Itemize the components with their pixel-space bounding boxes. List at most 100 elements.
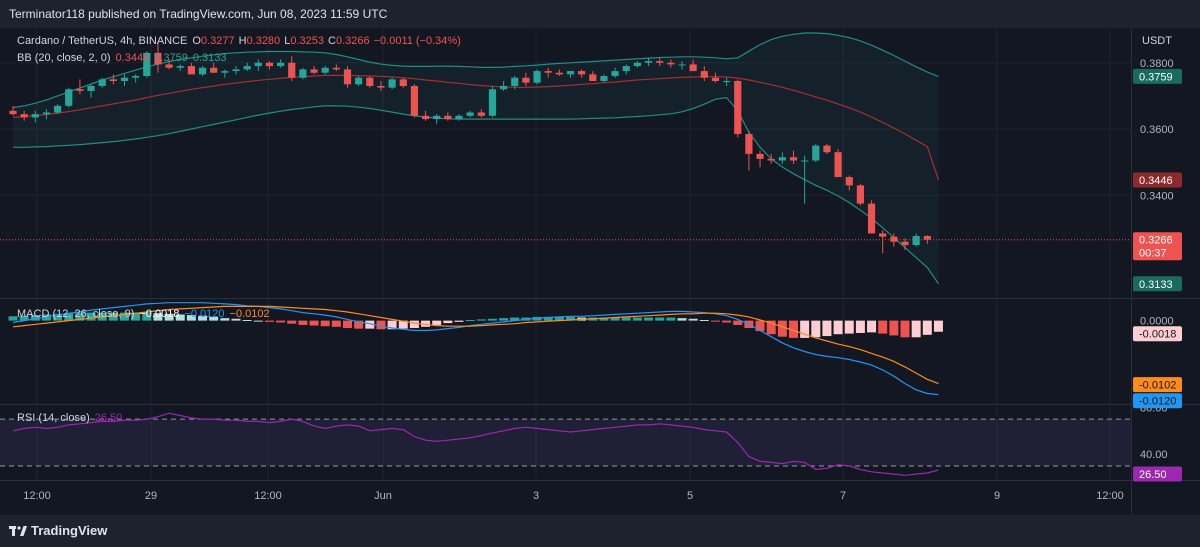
signal-line-badge-text: -0.0102 [1139,380,1176,392]
candle-body[interactable] [355,77,363,85]
candle-body[interactable] [789,157,798,161]
candle-body[interactable] [210,67,218,73]
candle-body[interactable] [734,81,742,135]
macd-hist-bar [911,320,921,338]
candle-body[interactable] [834,152,842,178]
candle-body[interactable] [801,160,809,162]
chart-svg[interactable]: Cardano / TetherUS, 4h, BINANCE O0.3277 H0… [0,28,1200,515]
candle-body[interactable] [377,85,385,88]
candle-body[interactable] [232,69,240,72]
candle-body[interactable] [54,105,62,113]
publisher-line: Terminator118 published on TradingView.c… [9,7,388,21]
candle-body[interactable] [143,52,151,77]
candle-body[interactable] [366,77,374,86]
candle-body[interactable] [656,61,664,63]
candle-body[interactable] [644,61,653,63]
candle-body[interactable] [9,110,17,115]
candle-body[interactable] [678,64,686,66]
candle-body[interactable] [120,77,129,82]
candle-body[interactable] [154,52,162,65]
candle-body[interactable] [65,89,73,106]
candle-body[interactable] [488,89,497,116]
candle-body[interactable] [265,62,274,67]
macd-hist-bar [8,316,18,321]
candle-body[interactable] [254,62,262,67]
chart-area[interactable]: Cardano / TetherUS, 4h, BINANCE O0.3277 H0… [0,28,1200,515]
candle-body[interactable] [187,66,195,75]
candle-body[interactable] [399,79,407,86]
candle-body[interactable] [522,77,530,83]
macd-hist-bar [889,320,899,336]
candle-body[interactable] [566,71,575,75]
candle-body[interactable] [277,62,285,67]
candle-body[interactable] [912,236,920,245]
candle-body[interactable] [76,89,84,91]
macd-hist-badge-text: -0.0018 [1139,329,1176,341]
candle-body[interactable] [511,77,519,86]
candle-body[interactable] [533,71,541,83]
candle-body[interactable] [689,64,697,72]
currency-label[interactable]: USDT [1142,35,1172,47]
candle-body[interactable] [578,71,586,75]
candle-body[interactable] [756,153,764,159]
candle-body[interactable] [310,69,318,73]
candle-body[interactable] [600,76,608,82]
symbol-title[interactable]: Cardano / TetherUS, 4h, BINANCE O0.3277 H0… [17,35,461,47]
candle-body[interactable] [109,79,117,82]
candle-body[interactable] [611,71,619,77]
candle-body[interactable] [823,145,831,153]
candle-body[interactable] [812,145,820,161]
candle-body[interactable] [132,76,140,78]
rsi-legend[interactable]: RSI (14, close) 26.50 [17,412,122,424]
candle-body[interactable] [165,64,173,68]
candles[interactable] [9,42,931,254]
candle-body[interactable] [98,79,106,86]
candle-body[interactable] [723,81,731,83]
candle-body[interactable] [243,66,251,70]
candle-body[interactable] [544,71,552,73]
candle-body[interactable] [87,85,95,91]
macd-legend[interactable]: MACD (12, 26, close, 9) −0.0018 −0.0120 −0.… [17,308,270,320]
candle-body[interactable] [890,236,898,242]
candle-body[interactable] [321,67,329,73]
candle-body[interactable] [410,85,418,116]
candle-body[interactable] [343,69,352,85]
time-tick-label: 12:00 [23,490,51,502]
candle-body[interactable] [20,114,28,118]
candle-body[interactable] [198,67,207,75]
candle-body[interactable] [923,236,931,240]
macd-hist-bar [844,320,854,334]
candle-body[interactable] [633,62,641,67]
candle-body[interactable] [845,177,853,186]
candle-body[interactable] [667,62,675,65]
candle-body[interactable] [879,233,887,237]
macd-hist-bar [376,320,386,330]
candle-body[interactable] [867,203,876,234]
candle-body[interactable] [299,69,307,78]
candle-body[interactable] [477,112,485,116]
candle-body[interactable] [622,66,630,72]
candle-body[interactable] [778,157,786,161]
bb-legend[interactable]: BB (20, close, 2, 0) 0.3446 0.3759 0.3133 [17,52,227,64]
candle-body[interactable] [388,79,396,88]
candle-body[interactable] [711,77,720,82]
candle-body[interactable] [455,115,463,120]
candle-body[interactable] [500,85,508,90]
candle-body[interactable] [700,71,708,78]
candle-body[interactable] [856,185,864,204]
candle-body[interactable] [767,158,775,161]
candle-body[interactable] [433,115,441,120]
candle-body[interactable] [42,112,51,115]
candle-body[interactable] [176,66,184,68]
candle-body[interactable] [555,72,563,75]
candle-body[interactable] [444,115,452,120]
candle-body[interactable] [421,115,430,120]
candle-body[interactable] [288,62,296,78]
candle-body[interactable] [745,134,753,154]
candle-body[interactable] [466,112,474,116]
candle-body[interactable] [901,241,909,245]
candle-body[interactable] [31,114,39,118]
candle-body[interactable] [332,67,340,70]
candle-body[interactable] [221,71,229,73]
candle-body[interactable] [589,74,597,82]
